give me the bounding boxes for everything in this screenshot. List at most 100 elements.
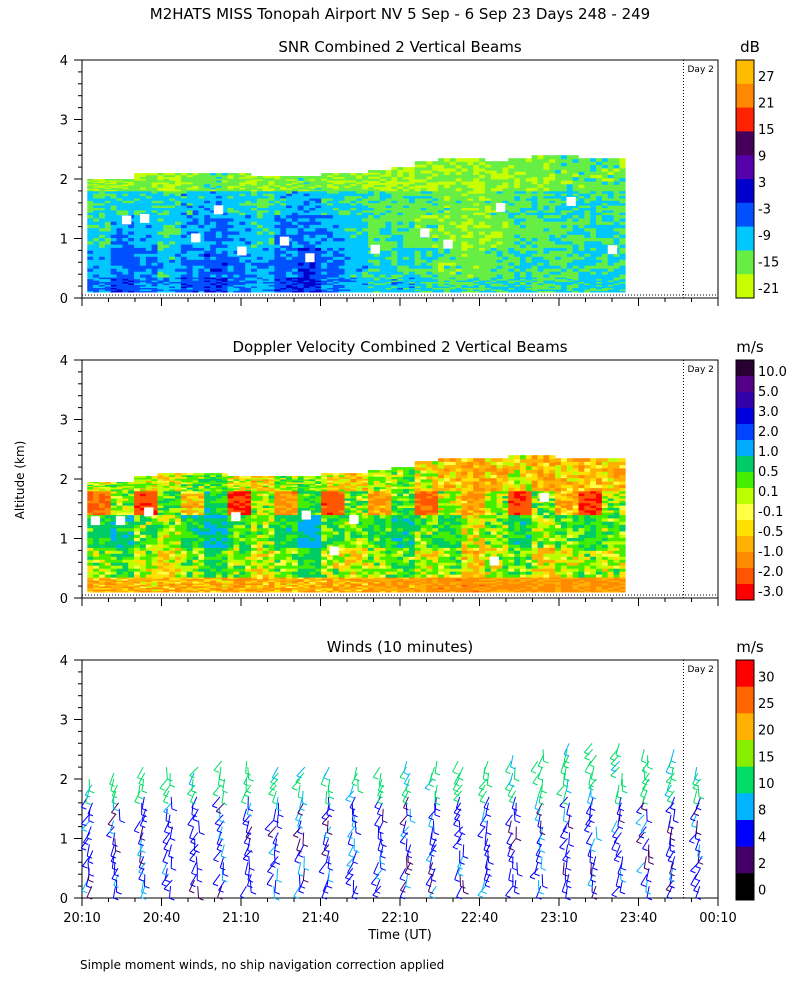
heatmap-cell bbox=[449, 286, 456, 288]
heatmap-cell bbox=[180, 198, 188, 201]
heatmap-cell bbox=[426, 274, 433, 278]
heatmap-cell bbox=[379, 274, 386, 278]
heatmap-cell bbox=[198, 193, 205, 197]
heatmap-cell bbox=[338, 265, 345, 269]
heatmap-cell bbox=[233, 187, 240, 190]
heatmap-cell bbox=[473, 171, 480, 175]
heatmap-cell bbox=[619, 253, 626, 257]
heatmap-cell bbox=[262, 193, 269, 197]
heatmap-cell bbox=[192, 218, 199, 222]
heatmap-cell bbox=[578, 284, 585, 287]
heatmap-cell bbox=[426, 176, 433, 180]
heatmap-cell bbox=[356, 265, 363, 269]
heatmap-cell bbox=[479, 168, 486, 172]
heatmap-cell bbox=[128, 287, 135, 290]
heatmap-cell bbox=[151, 212, 158, 216]
heatmap-cell bbox=[192, 274, 199, 278]
heatmap-cell bbox=[596, 271, 603, 275]
heatmap-cell bbox=[543, 165, 550, 170]
heatmap-cell bbox=[379, 256, 386, 260]
heatmap-cell bbox=[303, 176, 310, 178]
heatmap-cell bbox=[169, 193, 176, 197]
heatmap-cell bbox=[549, 250, 556, 254]
heatmap-cell bbox=[619, 161, 626, 166]
heatmap-cell bbox=[338, 209, 345, 213]
heatmap-cell bbox=[256, 250, 264, 254]
heatmap-cell bbox=[204, 218, 211, 222]
heatmap-cell bbox=[549, 265, 556, 269]
heatmap-cell bbox=[490, 268, 497, 272]
heatmap-cell bbox=[438, 253, 445, 257]
heatmap-cell bbox=[151, 227, 158, 232]
heatmap-cell bbox=[438, 289, 445, 291]
heatmap-cell bbox=[426, 207, 433, 211]
heatmap-cell bbox=[508, 193, 515, 197]
heatmap-cell bbox=[391, 281, 398, 284]
heatmap-cell bbox=[397, 277, 404, 280]
heatmap-cell bbox=[444, 268, 451, 272]
heatmap-cell bbox=[338, 212, 345, 216]
heatmap-cell bbox=[99, 207, 106, 211]
heatmap-cell bbox=[280, 193, 287, 197]
heatmap-cell bbox=[537, 158, 544, 163]
heatmap-cell bbox=[163, 205, 170, 208]
heatmap-cell bbox=[484, 212, 492, 216]
heatmap-cell bbox=[327, 198, 334, 201]
heatmap-cell bbox=[385, 221, 392, 225]
heatmap-cell bbox=[461, 286, 468, 288]
heatmap-cell bbox=[151, 198, 158, 201]
heatmap-cell bbox=[274, 214, 281, 219]
heatmap-cell bbox=[186, 280, 193, 282]
heatmap-cell bbox=[139, 227, 147, 232]
heatmap-cell bbox=[116, 234, 123, 238]
heatmap-cell bbox=[619, 262, 626, 266]
heatmap-cell bbox=[134, 185, 141, 188]
heatmap-cell bbox=[379, 280, 386, 282]
heatmap-cell bbox=[338, 253, 345, 257]
heatmap-cell bbox=[525, 214, 532, 219]
heatmap-cell bbox=[473, 278, 480, 281]
heatmap-cell bbox=[397, 234, 404, 238]
heatmap-cell bbox=[525, 164, 532, 169]
heatmap-cell bbox=[368, 280, 375, 282]
heatmap-cell bbox=[362, 227, 369, 232]
heatmap-cell bbox=[104, 205, 111, 208]
heatmap-cell bbox=[204, 221, 211, 225]
heatmap-cell bbox=[350, 202, 357, 206]
heatmap-cell bbox=[619, 200, 626, 204]
colorbar-tick-label: 0.5 bbox=[758, 465, 779, 480]
heatmap-cell bbox=[99, 586, 106, 588]
heatmap-cell bbox=[221, 247, 228, 251]
heatmap-cell bbox=[169, 268, 176, 272]
heatmap-cell bbox=[403, 231, 410, 235]
heatmap-cell bbox=[315, 231, 322, 235]
heatmap-cell bbox=[239, 178, 246, 181]
heatmap-cell bbox=[122, 190, 129, 194]
heatmap-cell bbox=[449, 218, 456, 222]
heatmap-cell bbox=[93, 231, 100, 235]
heatmap-cell bbox=[245, 274, 252, 278]
heatmap-cell bbox=[601, 177, 609, 182]
heatmap-cell bbox=[104, 493, 111, 497]
heatmap-cell bbox=[163, 284, 170, 287]
heatmap-cell bbox=[473, 193, 480, 197]
heatmap-cell bbox=[619, 231, 626, 235]
heatmap-cell bbox=[151, 195, 158, 199]
heatmap-cell bbox=[572, 274, 579, 278]
heatmap-cell bbox=[520, 250, 527, 254]
heatmap-cell bbox=[596, 168, 603, 172]
heatmap-cell bbox=[210, 290, 217, 293]
heatmap-cell bbox=[537, 277, 544, 280]
heatmap-cell bbox=[560, 207, 568, 211]
heatmap-cell bbox=[134, 214, 141, 219]
heatmap-cell bbox=[373, 184, 380, 188]
heatmap-cell bbox=[508, 271, 515, 275]
heatmap-cell bbox=[490, 170, 497, 174]
heatmap-cell bbox=[490, 240, 497, 245]
heatmap-cell bbox=[256, 277, 264, 280]
heatmap-cell bbox=[432, 274, 439, 278]
heatmap-cell bbox=[122, 286, 129, 288]
heatmap-cell bbox=[104, 540, 111, 545]
heatmap-cell bbox=[584, 177, 591, 182]
heatmap-cell bbox=[502, 283, 509, 285]
